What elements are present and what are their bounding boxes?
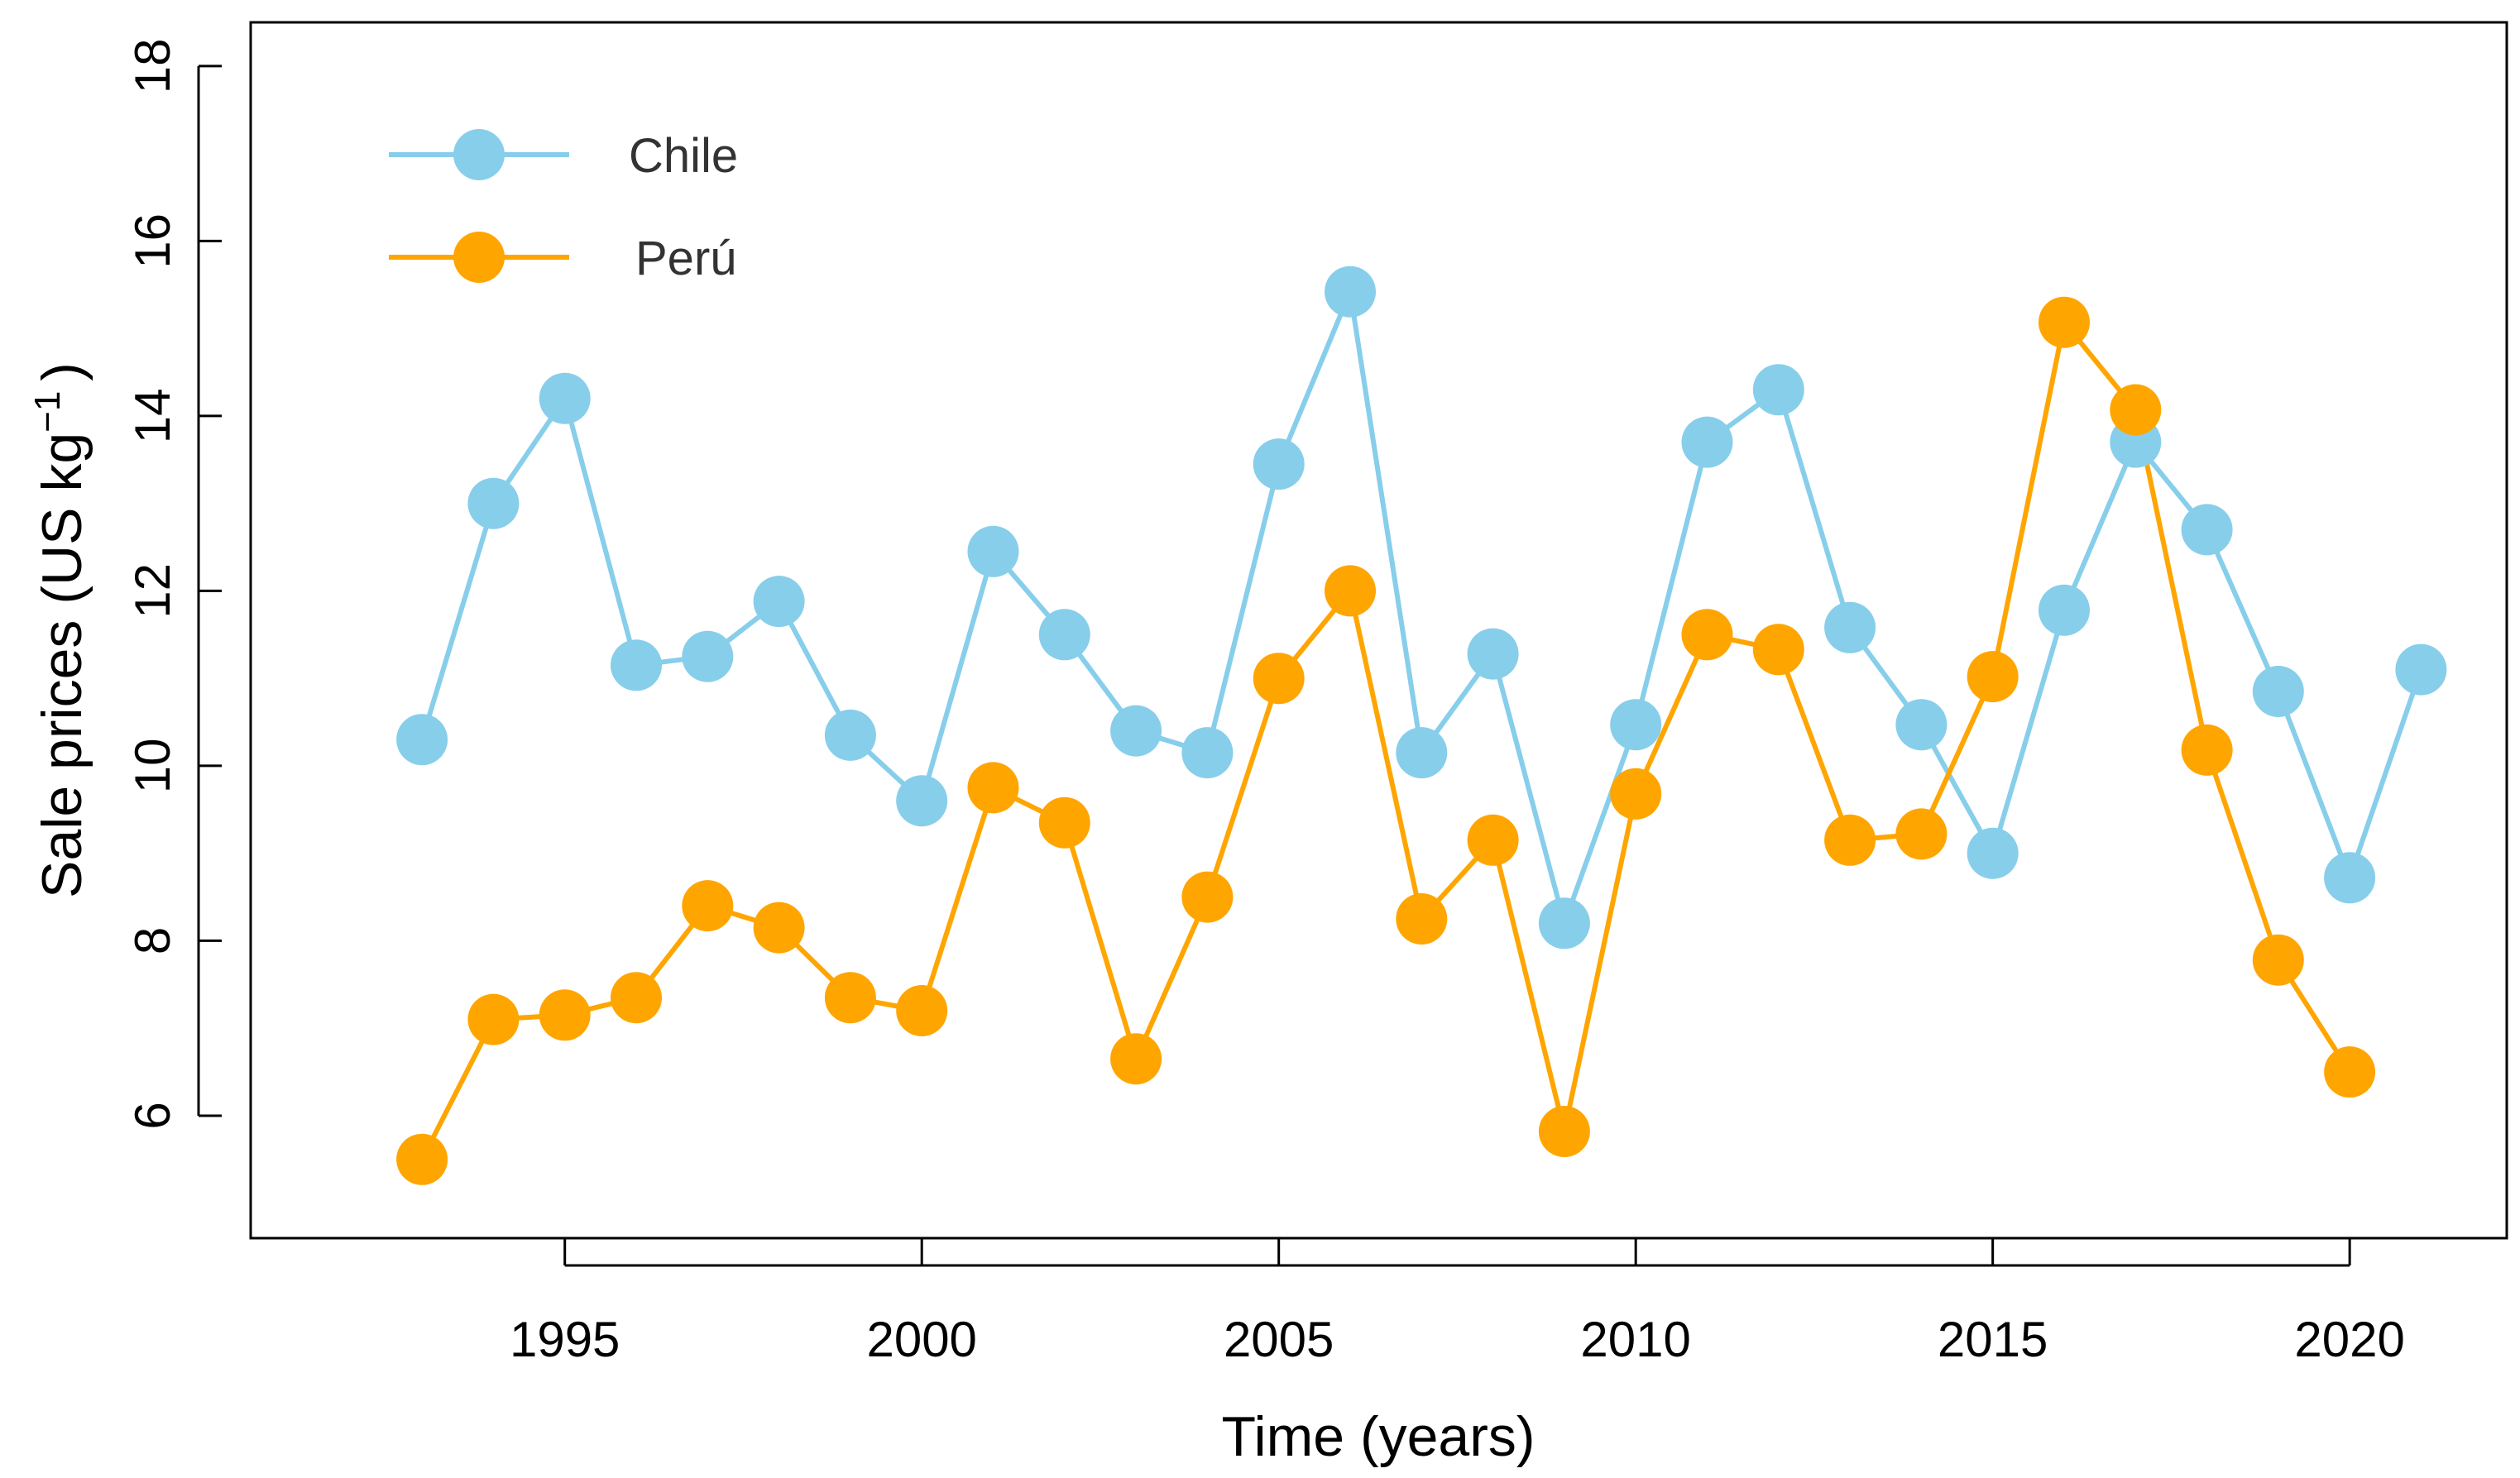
data-point-per-2017 xyxy=(2110,384,2162,436)
data-point-chile-2012 xyxy=(1752,364,1804,416)
y-tick-label: 18 xyxy=(125,39,180,94)
data-point-per-1998 xyxy=(753,902,805,954)
data-point-per-2004 xyxy=(1181,871,1234,923)
x-axis-title: Time (years) xyxy=(1221,1405,1535,1468)
data-point-per-2018 xyxy=(2181,724,2233,776)
x-tick-label: 2000 xyxy=(866,1312,976,1367)
series-line-per xyxy=(419,319,2352,1161)
data-point-chile-2020 xyxy=(2324,852,2376,904)
y-axis-title-superscript: −1 xyxy=(27,391,68,433)
data-point-chile-1995 xyxy=(539,372,591,424)
data-point-chile-2013 xyxy=(1824,601,1876,653)
y-axis-title-suffix: ) xyxy=(31,362,93,381)
x-tick-label: 2020 xyxy=(2294,1312,2404,1367)
data-point-per-2008 xyxy=(1467,814,1519,866)
x-axis: 1995 2000 2005 2010 2015 2020 xyxy=(510,1238,2405,1367)
legend: Chile Perú xyxy=(389,129,738,285)
data-point-chile-2003 xyxy=(1110,705,1162,757)
legend-marker-chile xyxy=(453,129,505,180)
y-tick-label: 16 xyxy=(125,213,180,269)
data-point-per-2013 xyxy=(1824,814,1876,866)
data-point-chile-2015 xyxy=(1967,827,2019,879)
data-point-chile-2010 xyxy=(1610,699,1662,751)
data-point-chile-2000 xyxy=(896,775,948,827)
data-point-per-1995 xyxy=(539,989,591,1041)
data-point-chile-2018 xyxy=(2181,504,2233,556)
legend-label-chile: Chile xyxy=(629,129,738,183)
y-tick-label: 6 xyxy=(125,1102,180,1129)
data-point-per-2009 xyxy=(1538,1106,1590,1157)
legend-label-peru: Perú xyxy=(635,232,737,285)
data-point-per-2015 xyxy=(1967,651,2019,703)
x-tick-label: 2015 xyxy=(1938,1312,2048,1367)
data-point-chile-1994 xyxy=(467,477,520,529)
y-axis-title-main: Sale prices (US kg xyxy=(31,433,93,898)
data-point-per-2005 xyxy=(1253,653,1305,705)
data-point-per-1993 xyxy=(396,1133,448,1185)
data-point-per-1999 xyxy=(824,972,876,1024)
x-tick-label: 2010 xyxy=(1580,1312,1690,1367)
series-layer xyxy=(396,265,2447,1185)
y-axis: 6 8 10 12 14 16 18 xyxy=(125,39,222,1130)
data-point-chile-1998 xyxy=(753,576,805,628)
data-point-chile-2014 xyxy=(1895,699,1947,751)
data-point-chile-1997 xyxy=(682,630,734,682)
data-point-chile-2021 xyxy=(2395,643,2447,696)
data-point-chile-2016 xyxy=(2039,584,2090,636)
data-point-per-2014 xyxy=(1895,808,1947,860)
data-point-per-2019 xyxy=(2252,934,2304,986)
data-point-per-2001 xyxy=(967,762,1019,814)
legend-marker-peru xyxy=(453,232,505,283)
data-point-chile-1993 xyxy=(396,714,448,766)
data-point-chile-2009 xyxy=(1538,897,1590,949)
data-point-per-2012 xyxy=(1752,624,1804,676)
data-point-per-2007 xyxy=(1396,893,1448,945)
data-point-per-2006 xyxy=(1325,565,1376,617)
y-tick-label: 8 xyxy=(125,927,180,954)
data-point-per-2010 xyxy=(1610,768,1662,820)
data-point-chile-2007 xyxy=(1396,727,1448,779)
data-point-chile-2004 xyxy=(1181,727,1234,779)
data-point-per-2016 xyxy=(2039,296,2090,348)
series-line-chile xyxy=(419,289,2424,926)
data-point-per-2020 xyxy=(2324,1046,2376,1098)
x-tick-label: 2005 xyxy=(1224,1312,1334,1367)
data-point-per-2002 xyxy=(1038,796,1090,849)
data-point-per-1994 xyxy=(467,993,520,1045)
data-point-chile-1999 xyxy=(824,709,876,761)
data-point-per-1997 xyxy=(682,880,734,932)
data-point-per-2011 xyxy=(1681,609,1733,661)
y-tick-label: 12 xyxy=(125,563,180,619)
data-point-chile-1996 xyxy=(611,639,662,691)
y-axis-title: Sale prices (US kg−1) xyxy=(27,362,93,898)
data-point-per-1996 xyxy=(611,972,662,1024)
data-point-chile-2008 xyxy=(1467,628,1519,680)
y-tick-label: 10 xyxy=(125,739,180,794)
data-point-chile-2001 xyxy=(967,525,1019,577)
data-point-chile-2005 xyxy=(1253,438,1305,490)
data-point-chile-2002 xyxy=(1038,609,1090,661)
data-point-chile-2019 xyxy=(2252,666,2304,717)
data-point-chile-2011 xyxy=(1681,416,1733,468)
data-point-per-2000 xyxy=(896,985,948,1036)
data-point-per-2003 xyxy=(1110,1033,1162,1085)
plot-frame xyxy=(249,21,2508,1240)
y-tick-label: 14 xyxy=(125,389,180,444)
x-tick-label: 1995 xyxy=(510,1312,620,1367)
data-point-chile-2006 xyxy=(1325,265,1376,318)
